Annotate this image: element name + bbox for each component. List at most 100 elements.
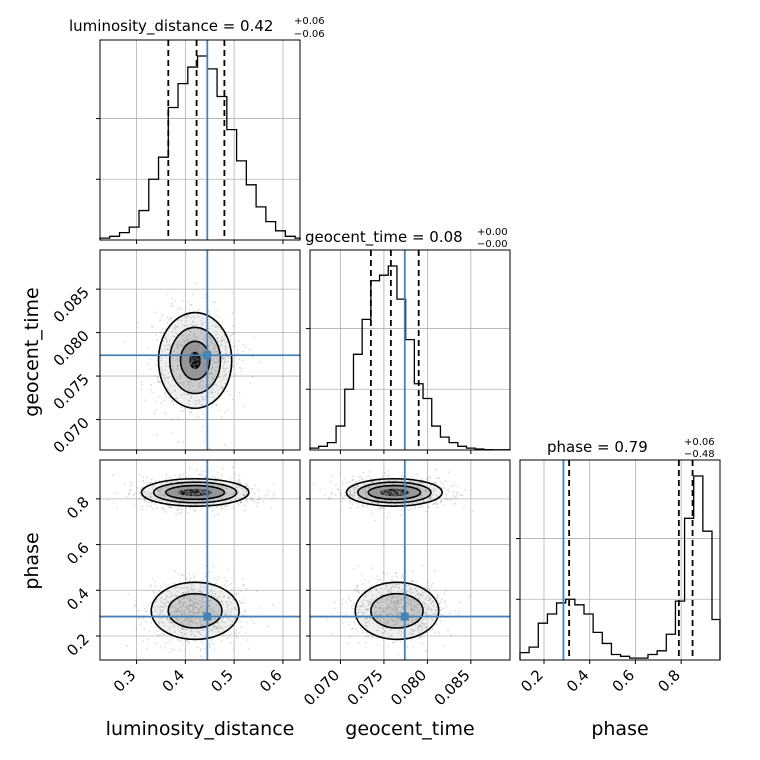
panel-luminosity_distance-vs-phase-sample-point bbox=[188, 599, 191, 602]
panel-luminosity_distance-vs-geocent_time-sample-point bbox=[183, 356, 186, 359]
panel-luminosity_distance-vs-phase-sample-point bbox=[220, 507, 223, 510]
panel-luminosity_distance-vs-phase-sample-point bbox=[232, 483, 234, 486]
panel-luminosity_distance-vs-phase-sample-point bbox=[144, 609, 147, 612]
panel-luminosity_distance-vs-geocent_time-sample-point bbox=[176, 365, 178, 367]
panel-luminosity_distance-vs-phase-sample-point bbox=[209, 494, 212, 497]
panel-geocent_time-vs-phase-sample-point bbox=[400, 599, 403, 602]
panel-luminosity_distance-vs-phase-sample-point bbox=[264, 494, 267, 497]
panel-luminosity_distance-vs-geocent_time-sample-point bbox=[180, 343, 183, 346]
panel-geocent_time-vs-phase-sample-point bbox=[383, 489, 386, 492]
panel-luminosity_distance-vs-geocent_time-sample-point bbox=[215, 366, 218, 369]
panel-luminosity_distance-vs-phase-sample-point bbox=[233, 499, 236, 501]
panel-luminosity_distance-vs-phase-sample-point bbox=[154, 609, 157, 612]
panel-luminosity_distance-vs-geocent_time-sample-point bbox=[201, 387, 203, 389]
panel-luminosity_distance-vs-phase-sample-point bbox=[266, 494, 269, 496]
panel-luminosity_distance-vs-phase-sample-point bbox=[189, 610, 192, 613]
panel-geocent_time-vs-phase-sample-point bbox=[350, 628, 353, 631]
panel-luminosity_distance-vs-geocent_time-sample-point bbox=[196, 372, 198, 375]
panel-luminosity_distance-vs-geocent_time-sample-point bbox=[209, 373, 211, 375]
panel-geocent_time-vs-phase-sample-point bbox=[395, 486, 398, 489]
panel-geocent_time-vs-phase-sample-point bbox=[421, 564, 424, 567]
panel-geocent_time-vs-phase-sample-point bbox=[418, 598, 421, 600]
panel-geocent_time-vs-phase-sample-point bbox=[379, 578, 382, 581]
panel-luminosity_distance-vs-phase-sample-point bbox=[173, 491, 176, 494]
panel-geocent_time-vs-phase-sample-point bbox=[391, 602, 394, 604]
panel-luminosity_distance-vs-phase-sample-point bbox=[174, 570, 177, 573]
panel-luminosity_distance-vs-phase-sample-point bbox=[200, 474, 203, 477]
panel-luminosity_distance-vs-phase-sample-point bbox=[196, 607, 199, 610]
panel-luminosity_distance-vs-phase-sample-point bbox=[188, 642, 191, 645]
panel-geocent_time-vs-phase-sample-point bbox=[375, 498, 378, 501]
panel-luminosity_distance-vs-phase-sample-point bbox=[162, 598, 165, 601]
panel-geocent_time-vs-phase-sample-point bbox=[405, 496, 408, 499]
panel-geocent_time-vs-phase-sample-point bbox=[434, 502, 437, 505]
panel-luminosity_distance-vs-phase-sample-point bbox=[233, 599, 236, 601]
panel-luminosity_distance-vs-geocent_time-sample-point bbox=[186, 350, 188, 353]
panel-luminosity_distance-vs-phase-sample-point bbox=[217, 575, 220, 578]
panel-geocent_time-vs-phase-sample-point bbox=[384, 630, 387, 632]
panel-geocent_time-vs-phase-sample-point bbox=[410, 603, 413, 606]
panel-luminosity_distance-vs-geocent_time-contour-0-0 bbox=[157, 311, 233, 410]
panel-luminosity_distance-vs-phase-sample-point bbox=[201, 612, 203, 615]
panel-luminosity_distance-vs-geocent_time-sample-point bbox=[169, 317, 172, 319]
panel-luminosity_distance-vs-geocent_time-sample-point bbox=[141, 383, 143, 386]
panel-geocent_time-vs-phase-sample-point bbox=[352, 488, 355, 491]
panel-luminosity_distance-vs-geocent_time-sample-point bbox=[190, 382, 193, 385]
panel-geocent_time-vs-phase-sample-point bbox=[400, 598, 403, 601]
panel-geocent_time-vs-phase-sample-point bbox=[355, 491, 358, 494]
panel-geocent_time-vs-phase-sample-point bbox=[388, 604, 391, 607]
panel-geocent_time-vs-phase-sample-point bbox=[459, 601, 461, 604]
panel-geocent_time-vs-phase-sample-point bbox=[391, 486, 394, 489]
panel-geocent_time-vs-phase-sample-point bbox=[385, 486, 388, 489]
panel-luminosity_distance-vs-geocent_time-sample-point bbox=[185, 317, 188, 319]
panel-luminosity_distance-vs-phase-sample-point bbox=[192, 488, 195, 491]
panel-luminosity_distance-vs-geocent_time-sample-point bbox=[213, 362, 216, 364]
panel-geocent_time-vs-phase-sample-point bbox=[422, 496, 424, 499]
panel-luminosity_distance-vs-phase-sample-point bbox=[161, 621, 164, 624]
panel-geocent_time-vs-phase-sample-point bbox=[379, 598, 382, 601]
panel-luminosity_distance-vs-geocent_time-sample-point bbox=[187, 314, 190, 316]
panel-luminosity_distance-vs-geocent_time-sample-point bbox=[179, 376, 181, 379]
panel-geocent_time-vs-phase-sample-point bbox=[365, 641, 367, 644]
panel-luminosity_distance-vs-geocent_time-sample-point bbox=[197, 315, 200, 318]
panel-geocent_time-vs-phase-sample-point bbox=[395, 493, 397, 496]
panel-luminosity_distance-vs-geocent_time-sample-point bbox=[204, 386, 207, 389]
panel-luminosity_distance-vs-phase-sample-point bbox=[189, 599, 192, 602]
panel-geocent_time-vs-phase-sample-point bbox=[463, 506, 465, 509]
panel-luminosity_distance-vs-geocent_time-sample-point bbox=[191, 408, 194, 411]
panel-geocent_time-vs-phase-sample-point bbox=[425, 622, 428, 625]
panel-luminosity_distance-vs-phase-sample-point bbox=[225, 600, 228, 603]
panel-luminosity_distance-vs-phase-sample-point bbox=[183, 487, 186, 490]
panel-luminosity_distance-vs-phase-sample-point bbox=[204, 491, 207, 494]
panel-geocent_time-vs-phase-sample-point bbox=[374, 490, 377, 493]
panel-luminosity_distance-vs-phase-sample-point bbox=[161, 610, 163, 613]
panel-geocent_time-vs-phase-sample-point bbox=[397, 487, 400, 490]
panel-geocent_time-vs-phase-sample-point bbox=[375, 490, 378, 493]
panel-luminosity_distance-vs-phase-sample-point bbox=[184, 608, 187, 611]
panel-geocent_time-vs-phase-sample-point bbox=[400, 598, 403, 601]
panel-luminosity_distance-vs-phase-sample-point bbox=[223, 576, 226, 579]
panel-geocent_time-vs-phase-sample-point bbox=[425, 608, 428, 611]
panel-luminosity_distance-vs-phase-sample-point bbox=[249, 497, 252, 500]
panel-geocent_time-vs-phase-sample-point bbox=[442, 504, 445, 507]
panel-geocent_time-vs-phase-sample-point bbox=[396, 600, 399, 603]
panel-luminosity_distance-vs-phase-sample-point bbox=[175, 617, 178, 619]
panel-geocent_time-vs-phase-sample-point bbox=[377, 492, 379, 494]
panel-geocent_time-vs-phase-sample-point bbox=[435, 468, 438, 471]
panel-geocent_time-vs-phase-sample-point bbox=[422, 623, 425, 626]
panel-geocent_time-vs-phase-truth-marker bbox=[400, 612, 409, 621]
panel-luminosity_distance-vs-geocent_time-sample-point bbox=[166, 348, 169, 351]
panel-geocent_time-vs-phase-sample-point bbox=[390, 618, 393, 620]
panel-luminosity_distance-vs-phase-sample-point bbox=[175, 609, 177, 612]
panel-luminosity_distance-vs-geocent_time-sample-point bbox=[176, 364, 179, 367]
panel-geocent_time-vs-phase-sample-point bbox=[408, 489, 411, 491]
panel-luminosity_distance-vs-phase-sample-point bbox=[172, 493, 175, 496]
panel-luminosity_distance-vs-geocent_time-sample-point bbox=[182, 409, 184, 412]
density-shading bbox=[141, 312, 443, 640]
panel-luminosity_distance-vs-geocent_time-sample-point bbox=[181, 345, 183, 348]
panel-luminosity_distance-vs-phase-sample-point bbox=[198, 488, 201, 491]
panel-geocent_time-vs-phase-sample-point bbox=[410, 588, 413, 591]
panel-geocent_time-vs-phase-sample-point bbox=[414, 595, 417, 598]
panel-geocent_time-vs-phase-sample-point bbox=[351, 503, 354, 506]
panel-luminosity_distance-vs-phase-sample-point bbox=[192, 494, 195, 497]
